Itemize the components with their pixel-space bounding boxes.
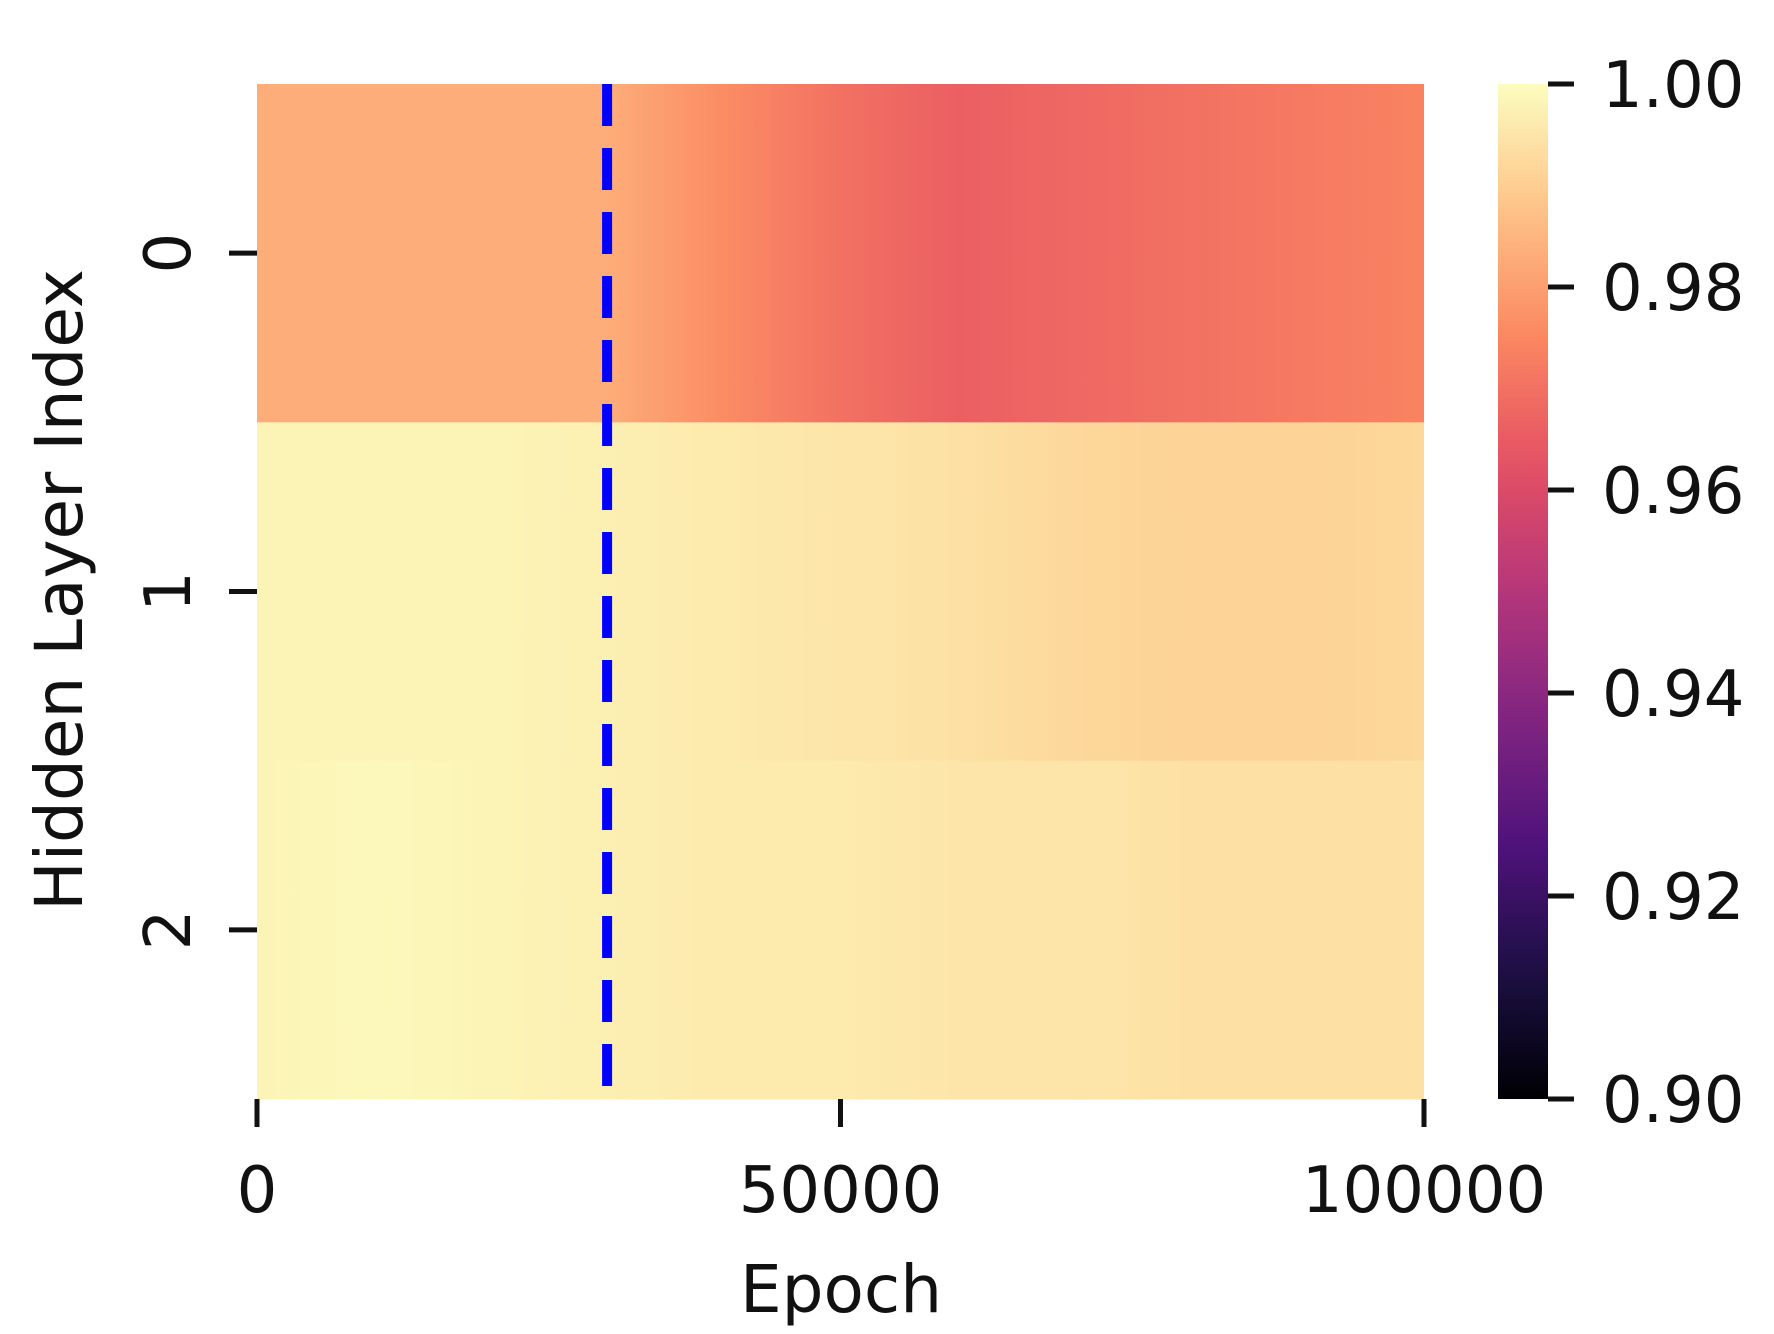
heatmap-row-1 xyxy=(257,422,1424,762)
x-axis: 0 50000 100000 xyxy=(237,1099,1546,1228)
y-tick-label: 0 xyxy=(132,233,206,274)
colorbar-tick-label: 1.00 xyxy=(1602,49,1745,123)
colorbar-tick-label: 0.94 xyxy=(1602,658,1745,732)
x-axis-label: Epoch xyxy=(740,1251,942,1328)
x-tick-label: 100000 xyxy=(1302,1154,1546,1228)
y-tick-label: 2 xyxy=(132,909,206,950)
heatmap-rows xyxy=(257,84,1424,1100)
heatmap-row-2 xyxy=(257,760,1424,1100)
y-axis-label: Hidden Layer Index xyxy=(21,269,98,911)
y-axis: 0 1 2 xyxy=(132,233,257,950)
x-tick-label: 0 xyxy=(237,1154,278,1228)
colorbar-tick-label: 0.98 xyxy=(1602,252,1745,326)
y-tick-label: 1 xyxy=(132,571,206,612)
colorbar-tick-label: 0.96 xyxy=(1602,455,1745,529)
heatmap-row-0 xyxy=(257,84,1424,423)
colorbar-tick-label: 0.90 xyxy=(1602,1064,1745,1138)
colorbar: 0.90 0.92 0.94 0.96 0.98 1.00 xyxy=(1498,49,1745,1138)
colorbar-tick-label: 0.92 xyxy=(1602,861,1745,935)
x-tick-label: 50000 xyxy=(739,1154,943,1228)
colorbar-gradient xyxy=(1498,84,1548,1099)
